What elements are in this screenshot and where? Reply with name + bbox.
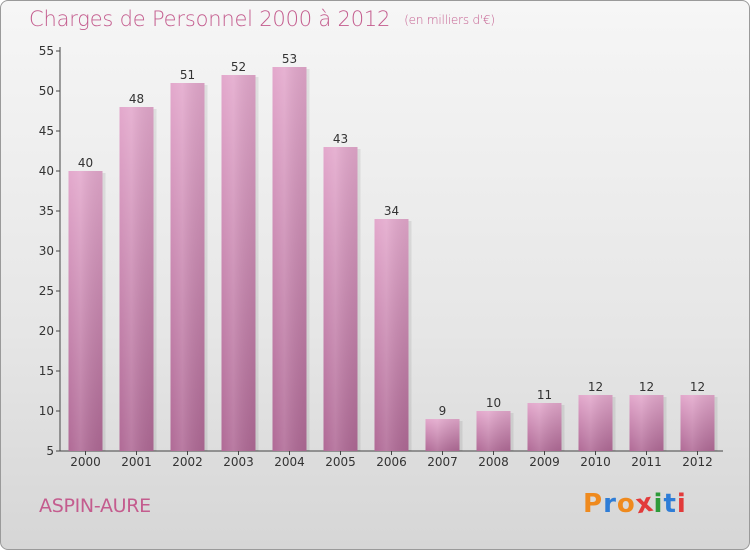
logo-letter: r [603, 489, 617, 519]
logo-letter: t [663, 489, 677, 519]
value-label: 9 [439, 404, 447, 418]
bar-shine [578, 395, 613, 451]
chart-title: Charges de Personnel 2000 à 2012 [29, 7, 391, 31]
y-tick-label: 50 [39, 84, 54, 98]
value-label: 43 [333, 132, 348, 146]
bar-shine [170, 83, 205, 451]
x-tick-label: 2010 [580, 455, 611, 469]
chart-subtitle: (en milliers d'€) [404, 13, 495, 27]
x-tick-label: 2001 [121, 455, 152, 469]
logo-letter: i [653, 489, 664, 519]
x-tick-label: 2005 [325, 455, 356, 469]
bar-shine [476, 411, 511, 451]
logo-letter: o [616, 489, 636, 519]
x-tick-label: 2011 [631, 455, 662, 469]
y-tick-label: 35 [39, 204, 54, 218]
value-label: 10 [486, 396, 501, 410]
proxiti-logo[interactable]: Proxiti [583, 488, 687, 521]
bar-shine [425, 419, 460, 451]
x-tick-label: 2004 [274, 455, 305, 469]
bar-shine [68, 171, 103, 451]
bars-group [68, 67, 718, 451]
value-label: 12 [639, 380, 654, 394]
logo-letter: i [676, 489, 687, 519]
y-tick-label: 30 [39, 244, 54, 258]
value-label: 11 [537, 388, 552, 402]
bar-shine [221, 75, 256, 451]
value-label: 12 [588, 380, 603, 394]
x-tick-label: 2009 [529, 455, 560, 469]
y-tick-label: 15 [39, 364, 54, 378]
x-tick-label: 2000 [70, 455, 101, 469]
bar-shine [323, 147, 358, 451]
x-tick-label: 2002 [172, 455, 203, 469]
y-tick-label: 45 [39, 124, 54, 138]
x-tick-label: 2007 [427, 455, 458, 469]
logo-letter: P [583, 489, 604, 519]
chart-title-block: Charges de Personnel 2000 à 2012 (en mill… [29, 7, 495, 31]
bar-shine [527, 403, 562, 451]
value-label: 48 [129, 92, 144, 106]
bar-shine [119, 107, 154, 451]
axes: 5 10 15 20 25 30 35 40 45 50 55 2000 2001 2002 2003 200… [39, 44, 723, 469]
y-tick-label: 25 [39, 284, 54, 298]
value-label: 53 [282, 52, 297, 66]
y-tick-label: 55 [39, 44, 54, 58]
x-tick-label: 2012 [682, 455, 713, 469]
bar-shine [680, 395, 715, 451]
bar-shine [272, 67, 307, 451]
value-label: 34 [384, 204, 399, 218]
value-label: 40 [78, 156, 93, 170]
value-labels-group: 40 48 51 52 53 43 34 9 10 11 12 12 12 [78, 52, 705, 418]
y-tick-label: 10 [39, 404, 54, 418]
y-tick-label: 5 [46, 444, 54, 458]
bar-shine [374, 219, 409, 451]
x-tick-label: 2006 [376, 455, 407, 469]
value-label: 51 [180, 68, 195, 82]
y-tick-label: 20 [39, 324, 54, 338]
y-tick-label: 40 [39, 164, 54, 178]
value-label: 12 [690, 380, 705, 394]
bar-shine [629, 395, 664, 451]
x-tick-label: 2008 [478, 455, 509, 469]
x-tick-label: 2003 [223, 455, 254, 469]
location-label: ASPIN-AURE [39, 495, 151, 517]
value-label: 52 [231, 60, 246, 74]
